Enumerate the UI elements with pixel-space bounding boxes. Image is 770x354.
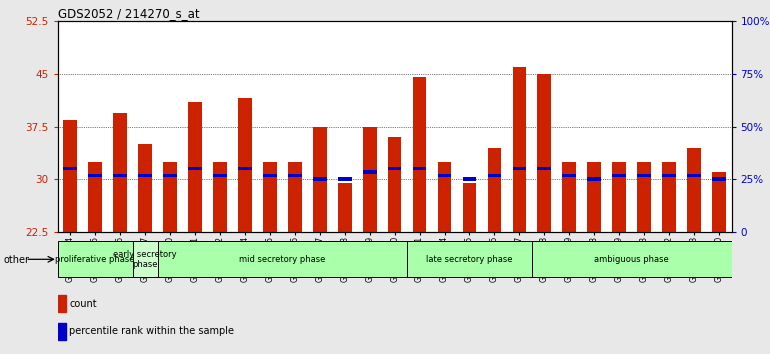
Text: proliferative phase: proliferative phase (55, 255, 135, 264)
Bar (263, 162, 276, 232)
Bar (588, 162, 601, 232)
Bar (58, 323, 66, 340)
Bar (388, 167, 401, 170)
Bar (612, 162, 626, 232)
Text: percentile rank within the sample: percentile rank within the sample (69, 326, 234, 336)
Bar (113, 174, 127, 177)
Bar (213, 174, 227, 177)
Text: late secretory phase: late secretory phase (427, 255, 513, 264)
Bar (413, 78, 427, 232)
Bar (487, 174, 501, 177)
Bar (588, 177, 601, 181)
Bar (532, 241, 732, 277)
Bar (712, 172, 726, 232)
Text: GDS2052 / 214270_s_at: GDS2052 / 214270_s_at (58, 7, 199, 20)
Bar (363, 170, 377, 174)
Bar (463, 177, 477, 181)
Bar (132, 241, 158, 277)
Bar (487, 148, 501, 232)
Bar (712, 177, 726, 181)
Text: other: other (4, 255, 30, 265)
Bar (437, 174, 451, 177)
Bar (89, 174, 102, 177)
Bar (313, 177, 326, 181)
Bar (313, 127, 326, 232)
Bar (562, 162, 576, 232)
Bar (513, 67, 526, 232)
Bar (413, 167, 427, 170)
Bar (188, 167, 202, 170)
Bar (407, 241, 532, 277)
Bar (63, 167, 77, 170)
Bar (638, 174, 651, 177)
Bar (263, 174, 276, 177)
Text: mid secretory phase: mid secretory phase (239, 255, 326, 264)
Bar (612, 174, 626, 177)
Bar (338, 183, 352, 232)
Bar (288, 174, 302, 177)
Bar (363, 127, 377, 232)
Text: ambiguous phase: ambiguous phase (594, 255, 669, 264)
Bar (338, 177, 352, 181)
Bar (662, 162, 676, 232)
Bar (288, 162, 302, 232)
Bar (463, 183, 477, 232)
Bar (662, 174, 676, 177)
Bar (139, 174, 152, 177)
Bar (163, 174, 177, 177)
Bar (687, 148, 701, 232)
Bar (537, 74, 551, 232)
Text: early secretory
phase: early secretory phase (113, 250, 177, 269)
Bar (63, 120, 77, 232)
Bar (89, 162, 102, 232)
Bar (188, 102, 202, 232)
Bar (238, 167, 252, 170)
Bar (437, 162, 451, 232)
Bar (158, 241, 407, 277)
Bar (513, 167, 526, 170)
Bar (537, 167, 551, 170)
Bar (139, 144, 152, 232)
Bar (238, 98, 252, 232)
Bar (638, 162, 651, 232)
Bar (58, 241, 132, 277)
Bar (687, 174, 701, 177)
Text: count: count (69, 298, 97, 309)
Bar (58, 295, 66, 312)
Bar (388, 137, 401, 232)
Bar (163, 162, 177, 232)
Bar (113, 113, 127, 232)
Bar (562, 174, 576, 177)
Bar (213, 162, 227, 232)
